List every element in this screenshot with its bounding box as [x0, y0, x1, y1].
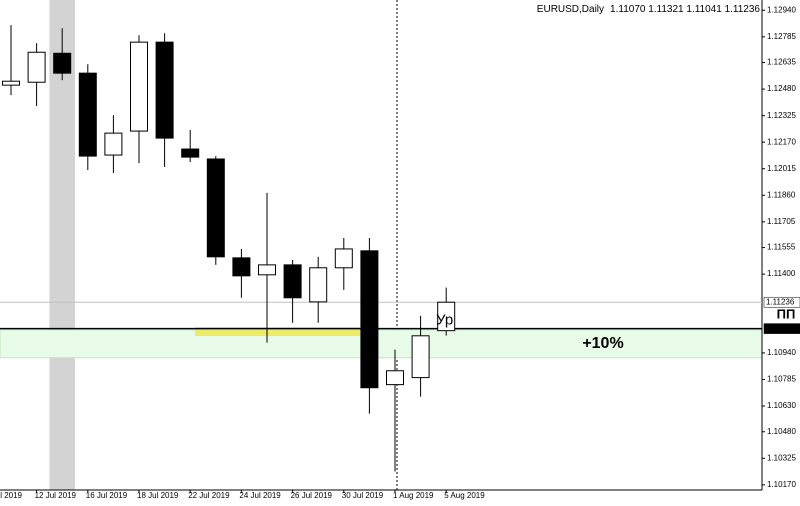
- y-tick-label: 1.12170: [767, 137, 796, 146]
- y-tick-label: 1.12480: [767, 84, 796, 93]
- symbol: EURUSD,Daily: [537, 4, 604, 15]
- candle-body: [309, 267, 328, 303]
- candle-body: [360, 250, 379, 389]
- x-tick-label: 12 Jul 2019: [35, 491, 77, 500]
- y-tick-label: 1.11555: [767, 243, 796, 252]
- y-tick-label: 1.10170: [767, 480, 796, 489]
- zone-label: +10%: [582, 335, 623, 352]
- candle-body: [181, 148, 200, 158]
- zone: [0, 329, 763, 359]
- candle-body: [104, 132, 123, 156]
- x-tick-label: Jul 2019: [0, 491, 23, 500]
- x-tick-label: 1 Aug 2019: [393, 491, 434, 500]
- x-tick-label: 30 Jul 2019: [342, 491, 384, 500]
- x-tick-label: 22 Jul 2019: [188, 491, 230, 500]
- price-tag-label: 1.11082: [766, 324, 795, 333]
- x-tick-label: 24 Jul 2019: [239, 491, 281, 500]
- candle-body: [258, 264, 276, 276]
- edge-text: ПП: [777, 306, 796, 321]
- candle-body: [437, 301, 456, 332]
- background-layer: [0, 0, 763, 490]
- candle-body: [78, 72, 97, 157]
- y-tick-label: 1.11705: [767, 217, 796, 226]
- y-tick-label: 1.10630: [767, 401, 796, 410]
- x-tick-label: 18 Jul 2019: [137, 491, 179, 500]
- y-tick-label: 1.10940: [767, 348, 796, 357]
- x-tick-label: 16 Jul 2019: [86, 491, 128, 500]
- y-tick-label: 1.12785: [767, 32, 796, 41]
- y-tick-label: 1.12015: [767, 164, 796, 173]
- y-tick-label: 1.11400: [767, 269, 796, 278]
- y-tick-label: 1.10785: [767, 375, 796, 384]
- x-tick-label: 26 Jul 2019: [291, 491, 333, 500]
- price-tag-label: 1.11236: [766, 297, 795, 306]
- y-tick-label: 1.12940: [767, 5, 796, 14]
- y-tick-label: 1.12325: [767, 111, 796, 120]
- ohlc-values: 1.11070 1.11321 1.11041 1.11236: [610, 4, 760, 15]
- y-tick-label: 1.12635: [767, 58, 796, 67]
- candle-body: [411, 335, 430, 379]
- y-tick-label: 1.10480: [767, 427, 796, 436]
- price-tag: [763, 296, 800, 308]
- candle-body: [53, 52, 72, 74]
- x-tick-label: 5 Aug 2019: [444, 491, 485, 500]
- candle-body: [283, 264, 302, 299]
- candle-body: [206, 158, 225, 258]
- chart-title: EURUSD,Daily 1.11070 1.11321 1.11041 1.11…: [537, 4, 761, 15]
- y-tick-label: 1.10325: [767, 453, 796, 462]
- candle-body: [386, 370, 404, 386]
- candle-body: [334, 248, 353, 269]
- drawn-rectangle: [195, 327, 360, 336]
- price-tag: [763, 323, 800, 334]
- candle-body: [27, 51, 46, 83]
- y-tick-label: 1.11860: [767, 190, 796, 199]
- candle-body: [232, 257, 251, 277]
- highlight-band: [49, 0, 75, 490]
- candle-body: [130, 41, 148, 132]
- candle-body: [155, 41, 174, 139]
- level-text: Ур: [436, 312, 453, 329]
- candle-body: [2, 80, 20, 86]
